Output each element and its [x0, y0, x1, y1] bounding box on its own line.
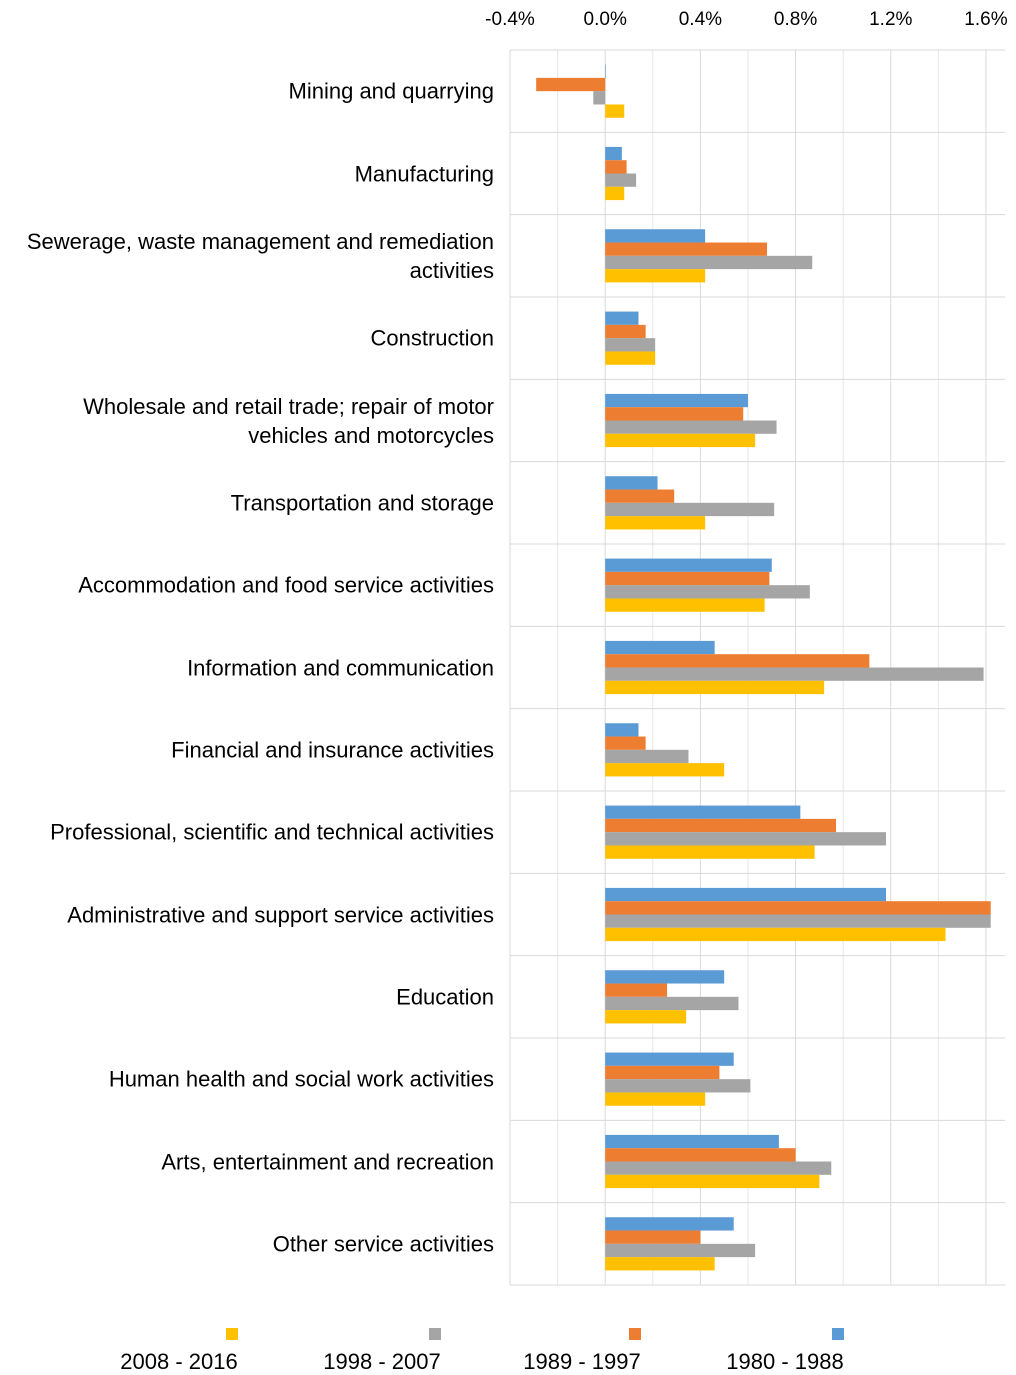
category-label: Other service activities	[272, 1231, 494, 1257]
category-label: Wholesale and retail trade; repair of mo…	[83, 393, 494, 448]
bar	[605, 1052, 734, 1066]
bar	[605, 927, 946, 942]
category-label: Education	[396, 984, 494, 1010]
legend-marker	[832, 1328, 844, 1340]
bar	[605, 229, 706, 243]
bar	[605, 476, 658, 490]
legend-marker	[429, 1328, 441, 1340]
bar	[605, 667, 984, 681]
bar	[605, 311, 639, 325]
category-label: Arts, entertainment and recreation	[161, 1149, 494, 1174]
bar	[605, 1257, 715, 1271]
category-label: Sewerage, waste management and remediati…	[26, 228, 494, 283]
bar	[605, 723, 639, 737]
legend-marker	[629, 1328, 641, 1340]
bar	[605, 64, 606, 78]
x-tick-label: 1.6%	[964, 9, 1007, 30]
bar	[605, 983, 668, 997]
bar	[605, 1243, 756, 1258]
category-label: Human health and social work activities	[108, 1066, 494, 1092]
bar	[605, 901, 991, 915]
bar	[605, 489, 675, 503]
legend-label: 1980 - 1988	[726, 1349, 843, 1374]
bar	[605, 763, 725, 777]
legend-label: 2008 - 2016	[120, 1349, 237, 1374]
bar	[605, 914, 991, 928]
bar	[605, 186, 625, 201]
bar	[605, 749, 689, 764]
x-tick-label: 0.4%	[679, 9, 722, 30]
bar	[605, 502, 775, 517]
legend-label: 1989 - 1997	[523, 1349, 640, 1374]
bar	[605, 338, 656, 352]
bar	[605, 598, 765, 612]
category-label: Manufacturing	[354, 161, 494, 186]
x-tick-label: 0.8%	[774, 9, 817, 30]
bar	[605, 805, 801, 819]
bar	[605, 970, 725, 984]
bar	[593, 91, 606, 105]
category-label: Transportation and storage	[230, 490, 494, 516]
bar	[605, 1065, 720, 1080]
bar	[605, 1161, 832, 1175]
category-label: Mining and quarrying	[288, 78, 494, 104]
bar	[605, 269, 706, 283]
bar	[605, 1134, 779, 1149]
bar	[605, 1174, 820, 1189]
bar	[605, 1217, 734, 1231]
bar	[605, 433, 756, 448]
bar	[605, 654, 870, 668]
x-tick-label: -0.4%	[485, 9, 535, 30]
bar	[605, 571, 770, 586]
bar	[605, 146, 622, 161]
bar	[605, 845, 815, 859]
bar	[605, 242, 768, 256]
bar	[605, 255, 813, 270]
bar	[605, 640, 715, 655]
bar	[605, 887, 887, 902]
bar	[605, 160, 627, 174]
bar	[605, 173, 637, 187]
bar	[605, 832, 887, 846]
bar	[605, 1148, 796, 1162]
x-tick-label: 0.0%	[584, 9, 627, 30]
legend-marker	[226, 1328, 238, 1340]
category-label: Information and communication	[187, 655, 494, 680]
bar	[605, 104, 625, 118]
bar	[605, 324, 646, 339]
bar	[605, 558, 772, 572]
bar	[605, 996, 739, 1011]
bar	[605, 1079, 751, 1093]
bar	[605, 393, 748, 408]
category-label: Administrative and support service activ…	[67, 902, 494, 927]
legend-label: 1998 - 2007	[323, 1349, 440, 1374]
bar	[605, 1230, 701, 1244]
x-tick-label: 1.2%	[869, 9, 912, 30]
bar	[605, 585, 810, 599]
bar	[605, 736, 646, 750]
bar	[605, 680, 825, 695]
bar	[605, 1010, 687, 1024]
category-label: Construction	[370, 325, 494, 351]
bar	[605, 351, 656, 365]
bar	[605, 516, 706, 530]
category-label: Accommodation and food service activitie…	[78, 572, 494, 598]
category-label: Financial and insurance activities	[171, 737, 494, 763]
category-label: Professional, scientific and technical a…	[50, 819, 494, 845]
bar	[536, 77, 606, 92]
bar	[605, 818, 837, 833]
bar	[605, 407, 744, 421]
bar	[605, 420, 777, 434]
bar	[605, 1092, 706, 1106]
